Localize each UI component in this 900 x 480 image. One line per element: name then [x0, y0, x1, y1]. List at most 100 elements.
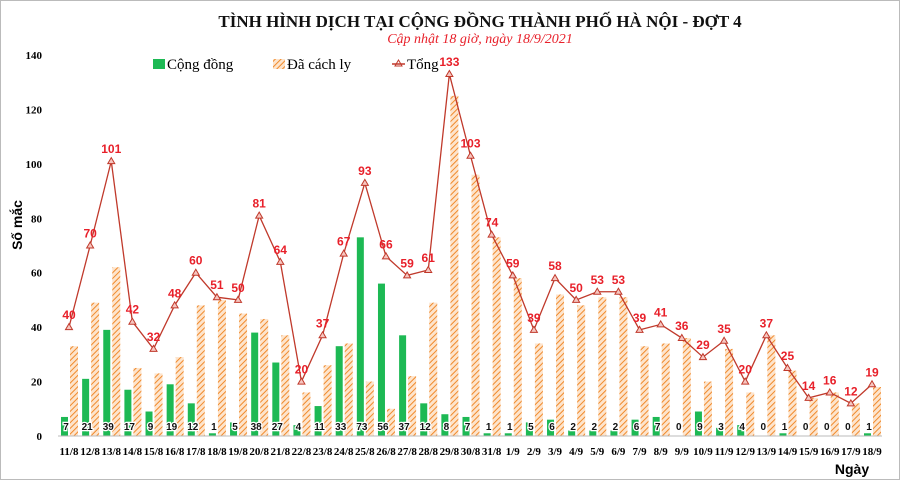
data-label-cong-dong: 37 — [399, 422, 411, 433]
bar-cong-dong — [166, 384, 174, 436]
x-tick-label: 1/9 — [506, 446, 521, 458]
data-label-tong: 41 — [654, 305, 668, 319]
data-label-cong-dong: 0 — [845, 422, 851, 433]
data-label-cong-dong: 4 — [296, 422, 302, 433]
data-label-cong-dong: 73 — [356, 422, 368, 433]
bar-da-cach-ly — [809, 397, 818, 436]
data-label-tong: 20 — [739, 363, 753, 377]
data-label-cong-dong: 1 — [211, 422, 217, 433]
bar-cong-dong — [314, 406, 322, 436]
x-tick-label: 10/9 — [693, 446, 713, 458]
data-label-tong: 66 — [379, 237, 393, 251]
marker-tong — [867, 379, 877, 388]
marker-tong — [804, 393, 813, 401]
y-tick-label: 140 — [26, 50, 43, 62]
data-label-cong-dong: 21 — [82, 422, 94, 433]
marker-tong — [149, 344, 158, 352]
data-label-cong-dong: 19 — [166, 422, 178, 433]
data-label-cong-dong: 7 — [465, 422, 471, 433]
data-label-cong-dong: 2 — [592, 422, 598, 433]
bar-da-cach-ly — [471, 174, 480, 436]
data-label-tong: 42 — [126, 303, 140, 317]
bar-cong-dong — [124, 389, 132, 436]
bar-da-cach-ly — [788, 370, 797, 436]
data-label-tong: 36 — [675, 319, 689, 333]
data-label-cong-dong: 39 — [103, 422, 115, 433]
bar-cong-dong — [335, 346, 343, 436]
x-tick-label: 15/8 — [144, 446, 164, 458]
marker-tong — [846, 398, 856, 407]
bar-da-cach-ly — [598, 297, 607, 436]
data-label-tong: 60 — [189, 254, 203, 268]
x-axis-label: Ngày — [835, 461, 869, 477]
y-tick-label: 60 — [31, 268, 43, 280]
marker-tong — [592, 287, 602, 295]
x-tick-label: 15/9 — [799, 446, 819, 458]
bar-da-cach-ly — [703, 381, 712, 436]
x-tick-label: 16/8 — [165, 446, 185, 458]
bar-da-cach-ly — [767, 335, 776, 436]
legend-swatch-da-cach-ly — [273, 59, 285, 69]
bar-cong-dong — [610, 430, 618, 436]
marker-tong — [191, 268, 201, 276]
data-label-tong: 37 — [316, 316, 330, 330]
data-label-tong: 50 — [569, 281, 583, 295]
data-label-cong-dong: 38 — [251, 422, 263, 433]
bar-da-cach-ly — [260, 318, 269, 436]
bar-da-cach-ly — [577, 305, 586, 436]
data-label-cong-dong: 1 — [782, 422, 788, 433]
x-tick-label: 30/8 — [461, 446, 481, 458]
bar-da-cach-ly — [725, 348, 734, 436]
data-label-tong: 103 — [460, 137, 480, 151]
data-label-cong-dong: 1 — [507, 422, 513, 433]
data-label-cong-dong: 9 — [148, 422, 154, 433]
bar-da-cach-ly — [133, 367, 142, 436]
data-label-tong: 51 — [210, 278, 224, 292]
data-label-tong: 93 — [358, 164, 372, 178]
x-tick-label: 2/9 — [527, 446, 542, 458]
bar-cong-dong — [631, 419, 639, 436]
bar-cong-dong — [589, 430, 597, 436]
data-label-tong: 53 — [612, 273, 626, 287]
data-label-tong: 39 — [527, 311, 541, 325]
data-label-tong: 81 — [253, 197, 267, 211]
y-tick-label: 20 — [31, 377, 43, 389]
bar-da-cach-ly — [619, 297, 628, 436]
bar-cong-dong — [547, 419, 555, 436]
x-tick-label: 21/8 — [271, 446, 291, 458]
x-tick-label: 12/8 — [80, 446, 100, 458]
data-label-cong-dong: 27 — [272, 422, 284, 433]
data-label-cong-dong: 0 — [676, 422, 682, 433]
data-label-tong: 32 — [147, 330, 161, 344]
bar-da-cach-ly — [281, 335, 290, 436]
data-label-tong: 58 — [548, 259, 562, 273]
data-label-tong: 37 — [760, 316, 774, 330]
marker-tong — [635, 325, 644, 333]
x-tick-label: 20/8 — [249, 446, 269, 458]
marker-tong — [571, 295, 581, 303]
x-tick-label: 26/8 — [376, 446, 396, 458]
data-label-cong-dong: 56 — [377, 422, 389, 433]
bar-da-cach-ly — [492, 237, 501, 436]
x-tick-label: 9/9 — [675, 446, 690, 458]
x-tick-label: 19/8 — [228, 446, 248, 458]
x-tick-label: 12/9 — [735, 446, 755, 458]
bar-cong-dong — [103, 329, 111, 436]
x-tick-label: 18/8 — [207, 446, 227, 458]
bar-cong-dong — [716, 427, 724, 436]
x-tick-label: 28/8 — [418, 446, 438, 458]
bar-da-cach-ly — [534, 343, 543, 436]
marker-tong — [719, 336, 729, 344]
data-label-tong: 19 — [865, 365, 879, 379]
legend-label-da-cach-ly: Đã cách ly — [287, 57, 352, 73]
data-label-cong-dong: 1 — [866, 422, 872, 433]
bar-da-cach-ly — [682, 338, 691, 436]
bar-cong-dong — [399, 335, 407, 436]
data-label-cong-dong: 12 — [420, 422, 432, 433]
marker-tong — [444, 69, 454, 78]
marker-tong — [825, 387, 835, 396]
marker-tong — [170, 300, 180, 309]
data-label-cong-dong: 9 — [697, 422, 703, 433]
marker-tong — [487, 230, 497, 238]
x-tick-label: 22/8 — [292, 446, 312, 458]
